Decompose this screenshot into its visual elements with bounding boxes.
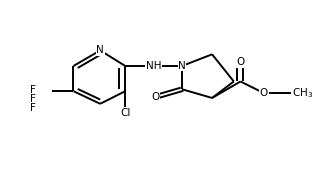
Text: F: F: [30, 85, 36, 95]
Text: F: F: [30, 103, 36, 113]
Text: N: N: [178, 61, 186, 71]
Text: NH: NH: [146, 61, 161, 71]
Text: Cl: Cl: [120, 107, 131, 118]
Text: O: O: [260, 88, 268, 98]
Text: N: N: [96, 45, 104, 55]
Text: F: F: [30, 94, 36, 104]
Text: O: O: [151, 92, 159, 102]
Text: CH$_3$: CH$_3$: [292, 86, 314, 100]
Text: O: O: [236, 57, 244, 67]
